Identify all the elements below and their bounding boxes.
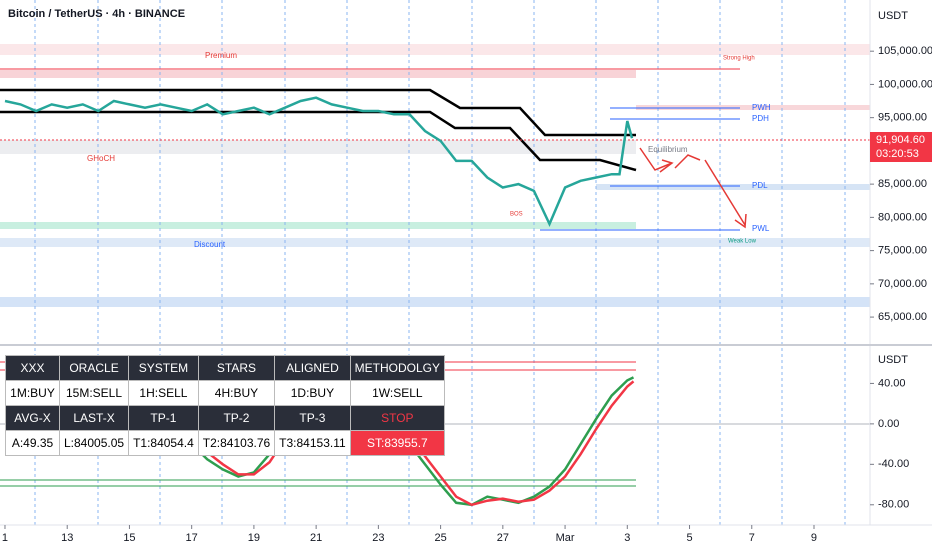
demand-zone (0, 222, 636, 229)
y-tick-label: 65,000.00 (878, 311, 927, 323)
table-cell: XXX (5, 355, 60, 381)
chart-title: Bitcoin / TetherUS · 4h · BINANCE (8, 8, 185, 20)
y-tick-label: 0.00 (878, 418, 899, 430)
y-tick-label: 100,000.00 (878, 78, 932, 90)
x-tick-label: 7 (749, 532, 755, 544)
levels (0, 68, 870, 231)
annotation: GHoCH (87, 154, 115, 163)
annotation: Equilibrium (648, 145, 688, 154)
pdl-zone (596, 184, 870, 190)
annotation: Weak Low (728, 239, 757, 245)
y-tick-label: -80.00 (878, 499, 909, 511)
table-cell: L:84005.05 (58, 430, 130, 456)
table-cell: T3:84153.11 (274, 430, 351, 456)
table-cell: T1:84054.4 (128, 430, 199, 456)
annotation: Premium (205, 51, 237, 60)
x-tick-label: 13 (61, 532, 73, 544)
table-cell: 15M:SELL (58, 380, 130, 406)
x-tick-label: 17 (186, 532, 198, 544)
x-tick-label: 1 (2, 532, 8, 544)
x-tick-label: Mar (556, 532, 575, 544)
table-cell: SYSTEM (128, 355, 199, 381)
annotation: PDL (752, 181, 768, 190)
table-cell: STARS (197, 355, 276, 381)
table-cell: 1M:BUY (5, 380, 60, 406)
x-tick-label: 9 (811, 532, 817, 544)
current-price-label: 91,904.60 (876, 134, 925, 146)
x-tick-label: 5 (686, 532, 692, 544)
discount-zone (0, 238, 870, 247)
x-tick-label: 3 (624, 532, 630, 544)
table-cell: 1W:SELL (349, 380, 446, 406)
annotation: BOS (510, 212, 523, 218)
y-tick-label: 85,000.00 (878, 178, 927, 190)
annotation: PWL (752, 224, 770, 233)
price-tag (870, 132, 932, 162)
y-tick-label: 40.00 (878, 377, 906, 389)
table-row: AVG-X LAST-X TP-1 TP-2 TP-3 STOP (5, 405, 446, 431)
table-cell: A:49.35 (5, 430, 60, 456)
annotation: Strong High (723, 56, 755, 62)
lower-band (0, 110, 637, 172)
y-tick-label: 105,000.00 (878, 45, 932, 57)
premium-zone (0, 44, 870, 55)
signal-table: XXX ORACLE SYSTEM STARS ALIGNED METHODOLGY 1M:… (5, 355, 446, 456)
x-tick-label: 21 (310, 532, 322, 544)
y-tick-label: -40.00 (878, 458, 909, 470)
y-tick-label: 95,000.00 (878, 112, 927, 124)
table-cell: TP-3 (274, 405, 351, 431)
x-tick-label: 19 (248, 532, 260, 544)
equilibrium-zone (0, 140, 636, 154)
table-cell: 4H:BUY (197, 380, 276, 406)
table-cell: 1D:BUY (274, 380, 351, 406)
unit-label: USDT (878, 10, 908, 22)
y-tick-label: 75,000.00 (878, 245, 927, 257)
x-tick-label: 15 (123, 532, 135, 544)
pwh-zone (636, 105, 870, 110)
table-cell: AVG-X (5, 405, 60, 431)
series-line (190, 380, 635, 507)
table-cell: METHODOLGY (349, 355, 446, 381)
annotation: PWH (752, 103, 771, 112)
table-cell: ST:83955.7 (349, 430, 446, 456)
table-cell: T2:84103.76 (197, 430, 276, 456)
annotation: PDH (752, 114, 769, 123)
y-tick-label: 70,000.00 (878, 278, 927, 290)
series-line (190, 376, 635, 507)
annotation: Discount (194, 240, 226, 249)
x-tick-label: 25 (434, 532, 446, 544)
table-row: 1M:BUY 15M:SELL 1H:SELL 4H:BUY 1D:BUY 1W:SELL (5, 380, 446, 406)
table-cell: TP-1 (128, 405, 199, 431)
y-tick-label: 80,000.00 (878, 211, 927, 223)
countdown: 03:20:53 (876, 148, 919, 160)
supply-zone (0, 70, 636, 78)
table-cell: LAST-X (58, 405, 130, 431)
projection-arrows (639, 147, 747, 229)
table-row: A:49.35 L:84005.05 T1:84054.4 T2:84103.76 T3… (5, 430, 446, 456)
volume-band (0, 297, 870, 307)
table-cell: ORACLE (58, 355, 130, 381)
table-cell: 1H:SELL (128, 380, 199, 406)
x-tick-label: 23 (372, 532, 384, 544)
upper-band (0, 88, 636, 137)
table-cell: STOP (349, 405, 446, 431)
x-tick-label: 27 (497, 532, 509, 544)
unit-label: USDT (878, 354, 908, 366)
table-row: XXX ORACLE SYSTEM STARS ALIGNED METHODOLGY (5, 355, 446, 381)
table-cell: ALIGNED (274, 355, 351, 381)
table-cell: TP-2 (197, 405, 276, 431)
series-line (4, 96, 634, 228)
